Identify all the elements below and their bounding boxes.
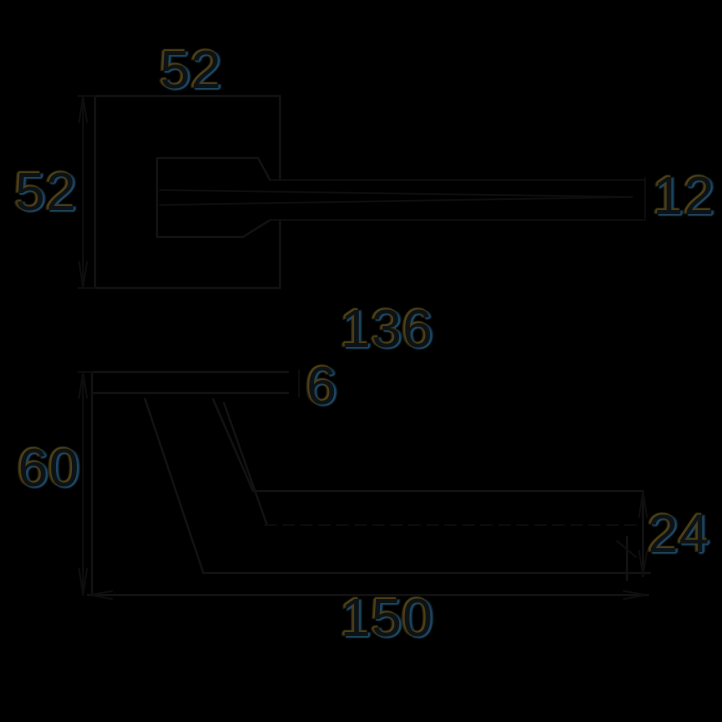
label-dim-136: 136 (340, 299, 434, 359)
label-dim-60: 60 (17, 438, 81, 498)
label-dim-6: 6 (306, 356, 338, 416)
label-dim-52-top: 52 (159, 40, 223, 100)
label-dim-12: 12 (652, 166, 716, 226)
label-dim-52-left: 52 (14, 162, 78, 222)
label-dim-24: 24 (647, 504, 711, 564)
label-dim-150: 150 (340, 588, 434, 648)
